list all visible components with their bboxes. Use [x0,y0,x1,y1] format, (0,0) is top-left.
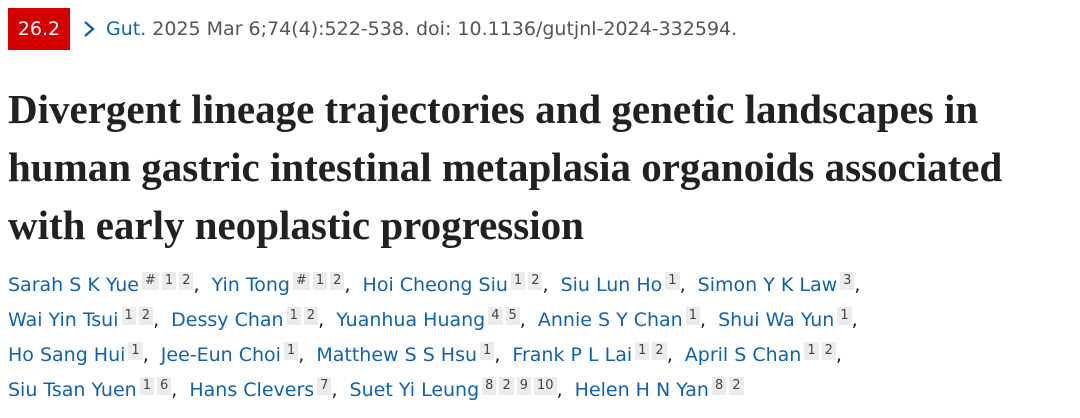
author: Simon Y K Law 3, [697,272,867,296]
author-name[interactable]: Wai Yin Tsui [8,309,119,331]
affiliation-ref[interactable]: 7 [317,377,332,395]
author: Siu Lun Ho 1, [560,272,692,296]
author: Jee-Eun Choi 1, [160,342,311,366]
affiliation-ref[interactable]: 1 [635,342,650,360]
author-name[interactable]: Jee-Eun Choi [160,344,281,366]
author: Yuanhua Huang 4 5, [336,307,532,331]
author: Frank P L Lai 1 2, [512,342,678,366]
separator: , [171,379,178,401]
citation-details: 2025 Mar 6;74(4):522-538. doi: 10.1136/g… [152,18,738,40]
author-name[interactable]: Hoi Cheong Siu [362,274,508,296]
separator: , [298,344,305,366]
affiliation-ref[interactable]: 2 [179,272,194,290]
separator: , [153,309,160,331]
separator: , [193,274,200,296]
author: Wai Yin Tsui 1 2, [8,307,165,331]
separator: , [344,274,351,296]
affiliation-ref[interactable]: 1 [480,342,495,360]
author: Sarah S K Yue #1 2, [8,272,206,296]
separator: , [542,274,549,296]
result-number: 26.2 [8,8,70,50]
separator: , [494,344,501,366]
separator: , [318,309,325,331]
journal-link[interactable]: Gut. [106,18,147,40]
affiliation-ref[interactable]: 8 [711,377,727,395]
affiliation-ref[interactable]: 6 [157,377,172,395]
author-name[interactable]: Sarah S K Yue [8,274,139,296]
separator: , [331,379,338,401]
separator: , [700,309,707,331]
affiliation-ref[interactable]: 1 [139,377,154,395]
affiliation-ref[interactable]: 1 [128,342,143,360]
article-title: Divergent lineage trajectories and genet… [8,86,1003,248]
author-name[interactable]: Siu Tsan Yuen [8,379,137,401]
affiliation-ref[interactable]: 8 [482,377,497,395]
affiliation-ref[interactable]: # [142,272,159,290]
separator: , [835,344,842,366]
affiliation-ref[interactable]: 4 [488,307,503,325]
author: Siu Tsan Yuen 1 6, [8,377,183,401]
author: Shui Wa Yun 1, [718,307,864,331]
author-name[interactable]: Annie S Y Chan [537,309,683,331]
author-name[interactable]: Siu Lun Ho [560,274,663,296]
affiliation-ref[interactable]: 2 [652,342,667,360]
affiliation-ref[interactable]: 2 [821,342,836,360]
affiliation-ref[interactable]: 2 [303,307,319,325]
separator: , [851,309,858,331]
author: Yin Tong #1 2, [211,272,357,296]
affiliation-ref[interactable]: 1 [286,307,301,325]
author-name[interactable]: Shui Wa Yun [718,309,835,331]
affiliation-ref[interactable]: 2 [330,272,345,290]
affiliation-ref[interactable]: 2 [729,377,744,395]
affiliation-ref[interactable]: 1 [665,272,680,290]
author-name[interactable]: Dessy Chan [171,309,284,331]
separator: , [666,344,673,366]
author-name[interactable]: April S Chan [684,344,802,366]
author-name[interactable]: Simon Y K Law [697,274,838,296]
affiliation-ref[interactable]: 1 [685,307,701,325]
affiliation-ref[interactable]: 1 [121,307,136,325]
affiliation-ref[interactable]: 2 [138,307,154,325]
author-name[interactable]: Hans Clevers [189,379,315,401]
expand-chevron[interactable] [82,19,96,39]
author: Helen H N Yan 8 2 [574,377,744,401]
author-name[interactable]: Yin Tong [211,274,290,296]
author-name[interactable]: Ho Sang Hui [8,344,126,366]
affiliation-ref[interactable]: 1 [283,342,299,360]
separator: , [679,274,686,296]
affiliation-ref[interactable]: 10 [534,377,557,395]
affiliation-ref[interactable]: 1 [161,272,177,290]
author-list: Sarah S K Yue #1 2, Yin Tong #1 2, Hoi Cheon… [8,268,1078,408]
author: Hoi Cheong Siu 1 2, [362,272,555,296]
separator: , [519,309,526,331]
author-name[interactable]: Frank P L Lai [512,344,633,366]
author: April S Chan 1 2, [684,342,848,366]
author: Hans Clevers 7, [189,377,343,401]
separator: , [142,344,149,366]
affiliation-ref[interactable]: 2 [499,377,514,395]
author: Ho Sang Hui 1, [8,342,155,366]
affiliation-ref[interactable]: 1 [312,272,328,290]
author-name[interactable]: Helen H N Yan [574,379,709,401]
citation: 26.2 Gut. 2025 Mar 6;74(4):522-538. doi:… [8,8,737,50]
affiliation-ref[interactable]: 9 [516,377,532,395]
affiliation-ref[interactable]: 3 [840,272,855,290]
separator: , [556,379,563,401]
affiliation-ref[interactable]: 1 [804,342,819,360]
author-name[interactable]: Suet Yi Leung [349,379,480,401]
affiliation-ref[interactable]: 1 [510,272,526,290]
author: Annie S Y Chan 1, [537,307,712,331]
author-name[interactable]: Matthew S S Hsu [316,344,478,366]
affiliation-ref[interactable]: # [292,272,310,290]
author-name[interactable]: Yuanhua Huang [336,309,486,331]
author: Dessy Chan 1 2, [171,307,330,331]
author: Matthew S S Hsu 1, [316,342,506,366]
affiliation-ref[interactable]: 2 [528,272,543,290]
separator: , [854,274,861,296]
affiliation-ref[interactable]: 1 [837,307,852,325]
author: Suet Yi Leung 8 2 9 10, [349,377,569,401]
affiliation-ref[interactable]: 5 [505,307,520,325]
